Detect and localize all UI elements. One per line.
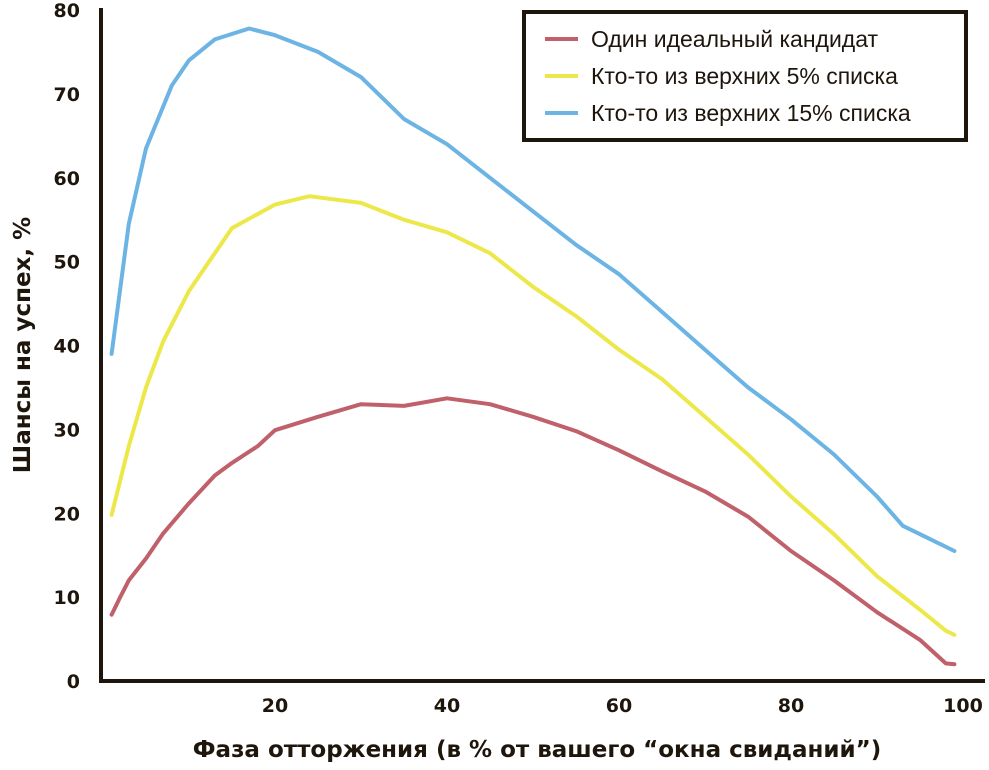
x-tick-label: 40	[434, 695, 460, 717]
x-axis-label: Фаза отторжения (в % от вашего “окна сви…	[193, 737, 882, 763]
series-line	[109, 194, 957, 637]
x-tick-label: 20	[262, 695, 288, 717]
legend-label: Один идеальный кандидат	[591, 26, 879, 52]
legend-label: Кто-то из верхних 15% списка	[591, 100, 911, 126]
x-tick-label: 80	[778, 695, 804, 717]
legend-label: Кто-то из верхних 5% списка	[591, 63, 898, 89]
y-tick-label: 0	[67, 671, 80, 693]
x-tick-label: 60	[606, 695, 632, 717]
y-tick-label: 40	[54, 336, 80, 358]
series-line	[109, 396, 957, 667]
y-tick-label: 30	[54, 419, 80, 441]
series-line	[109, 26, 957, 553]
y-tick-label: 10	[54, 587, 80, 609]
y-tick-label: 50	[54, 252, 80, 274]
y-tick-label: 80	[54, 0, 80, 22]
y-axis-label: Шансы на успех, %	[10, 217, 36, 473]
legend: Один идеальный кандидат Кто-то из верхних…	[522, 10, 968, 142]
legend-box	[522, 10, 968, 142]
y-tick-label: 60	[54, 168, 80, 190]
y-tick-label: 20	[54, 503, 80, 525]
x-tick-label: 100	[943, 695, 983, 717]
y-tick-label: 70	[54, 84, 80, 106]
